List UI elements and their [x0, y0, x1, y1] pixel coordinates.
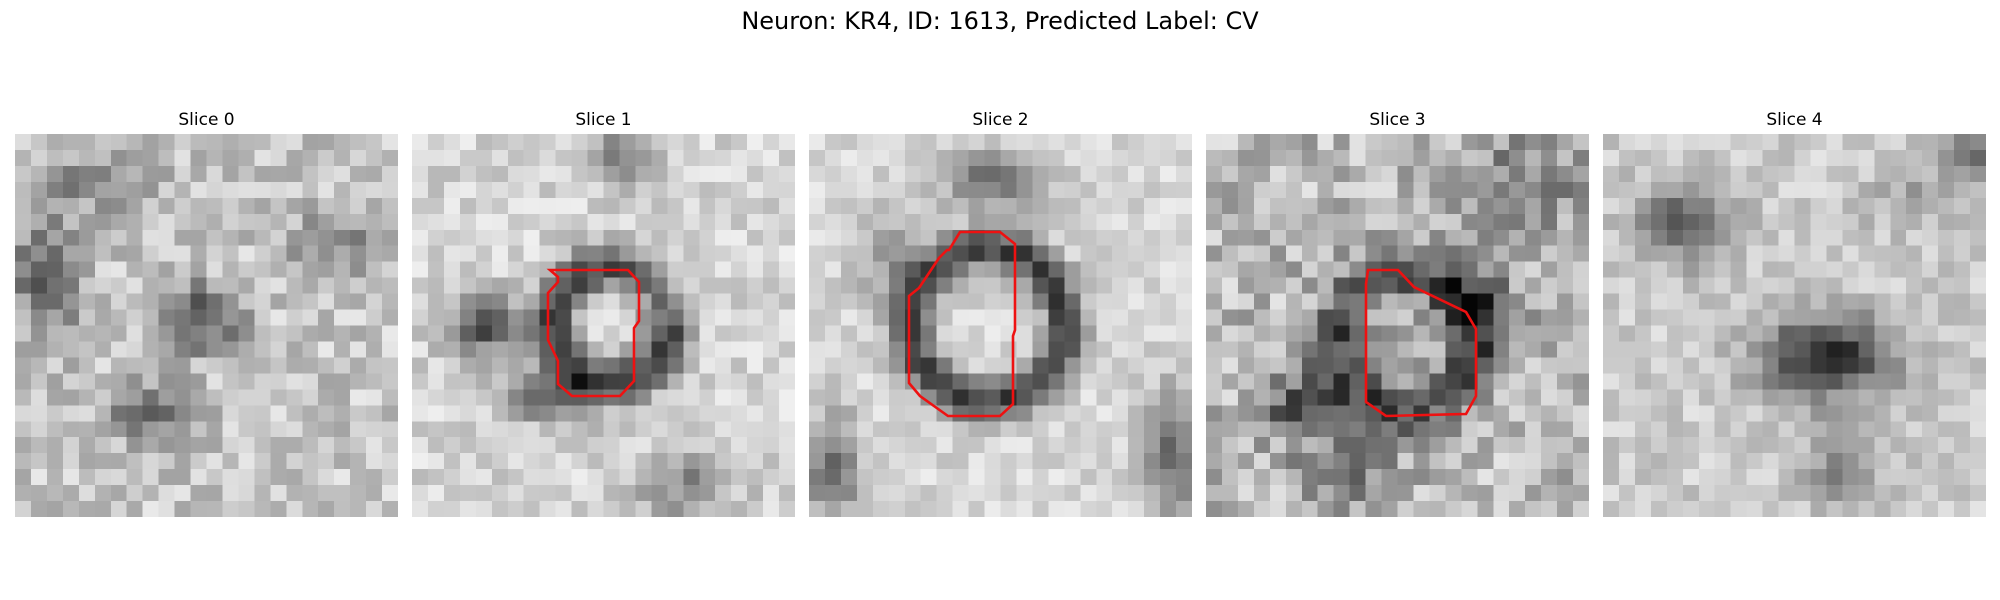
- grayscale-patch-3: [1206, 134, 1589, 517]
- grayscale-patch-2: [809, 134, 1192, 517]
- slice-image-0: [15, 134, 398, 517]
- slice-image-1: [412, 134, 795, 517]
- slice-image-3: [1206, 134, 1589, 517]
- slice-panel-0: Slice 0: [15, 108, 398, 517]
- roi-overlay-1: [546, 268, 641, 398]
- roi-contour-2: [907, 230, 1017, 418]
- roi-contour-1: [546, 268, 641, 398]
- slice-title-4: Slice 4: [1766, 110, 1823, 130]
- grayscale-patch-1: [412, 134, 795, 517]
- slice-title-1: Slice 1: [575, 110, 632, 130]
- grayscale-patch-4: [1603, 134, 1986, 517]
- roi-contour-3: [1364, 268, 1478, 418]
- slice-panel-1: Slice 1: [412, 108, 795, 517]
- grayscale-patch-0: [15, 134, 398, 517]
- slice-panel-3: Slice 3: [1206, 108, 1589, 517]
- slice-title-0: Slice 0: [178, 110, 235, 130]
- slice-title-3: Slice 3: [1369, 110, 1426, 130]
- roi-overlay-2: [907, 230, 1017, 418]
- slice-image-2: [809, 134, 1192, 517]
- roi-overlay-3: [1364, 268, 1478, 418]
- slice-panel-2: Slice 2: [809, 108, 1192, 517]
- slice-panel-4: Slice 4: [1603, 108, 1986, 517]
- figure-title: Neuron: KR4, ID: 1613, Predicted Label: …: [741, 7, 1259, 35]
- slice-title-2: Slice 2: [972, 110, 1029, 130]
- slice-image-4: [1603, 134, 1986, 517]
